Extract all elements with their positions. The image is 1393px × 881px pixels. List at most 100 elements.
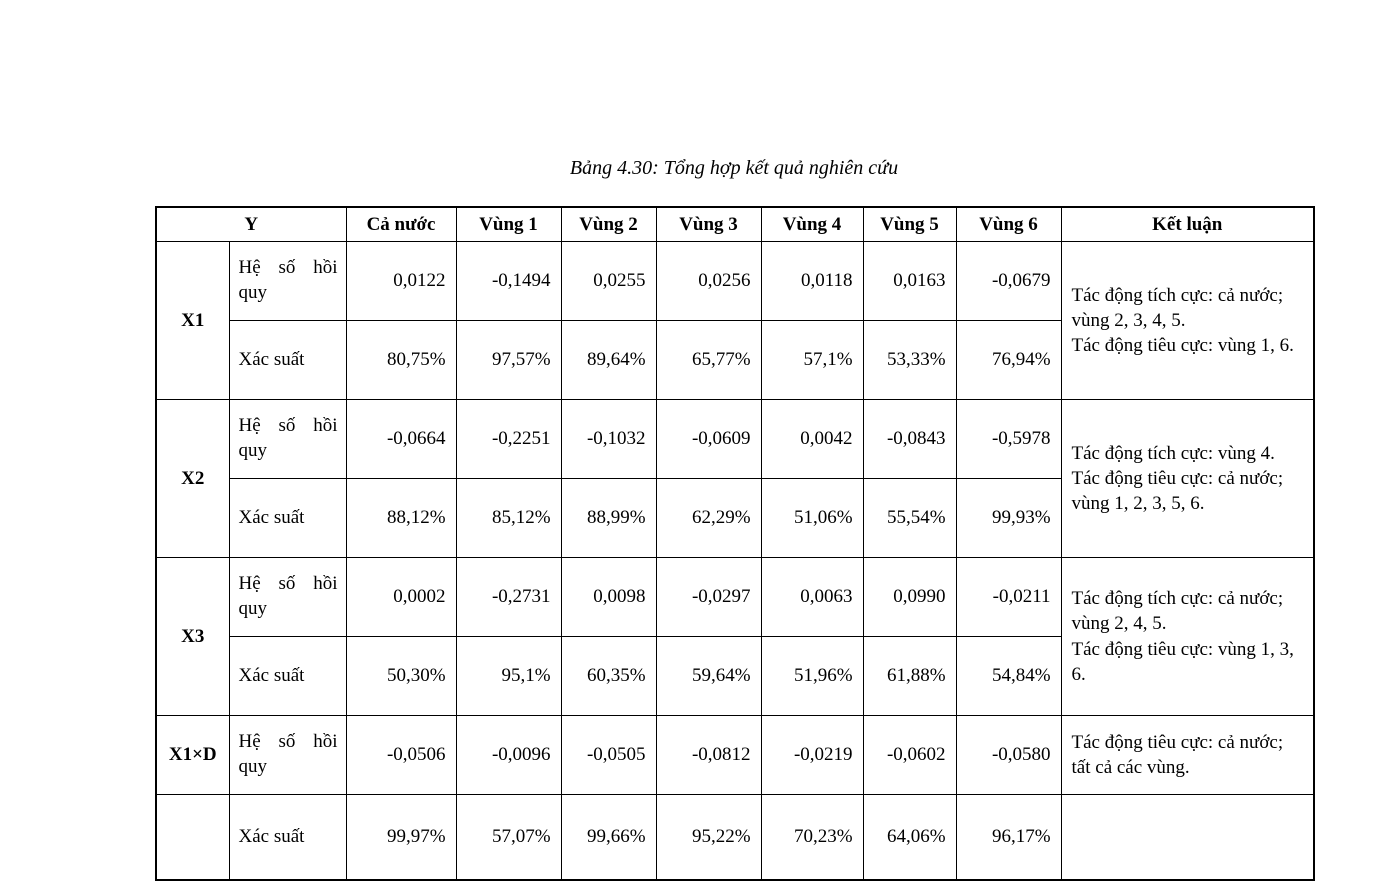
value-cell: 99,97% <box>345 794 457 881</box>
value-cell: -0,0211 <box>955 557 1062 637</box>
header-y: Y <box>155 206 347 242</box>
header-vung-5: Vùng 5 <box>862 206 957 242</box>
value-cell: 50,30% <box>345 636 457 716</box>
document-page: Bảng 4.30: Tổng hợp kết quả nghiên cứu Y… <box>155 155 1316 881</box>
value-cell: 65,77% <box>655 320 762 400</box>
value-cell: 95,22% <box>655 794 762 881</box>
conclusion-line: Tác động tiêu cực: vùng 1, 3, 6. <box>1071 638 1294 685</box>
value-cell: 57,07% <box>455 794 562 881</box>
value-cell: 70,23% <box>760 794 864 881</box>
header-vung-1: Vùng 1 <box>455 206 562 242</box>
value-cell: 95,1% <box>455 636 562 716</box>
value-cell: 54,84% <box>955 636 1062 716</box>
value-cell: 0,0002 <box>345 557 457 637</box>
value-cell: 80,75% <box>345 320 457 400</box>
header-ket-luan: Kết luận <box>1060 206 1315 242</box>
value-cell: -0,1494 <box>455 241 562 321</box>
header-vung-6: Vùng 6 <box>955 206 1062 242</box>
value-cell: 60,35% <box>560 636 657 716</box>
value-cell: 97,57% <box>455 320 562 400</box>
value-cell: 51,96% <box>760 636 864 716</box>
value-cell: 0,0063 <box>760 557 864 637</box>
conclusion-line: Tác động tích cực: cả nước; vùng 2, 4, 5… <box>1071 588 1284 635</box>
value-cell: 53,33% <box>862 320 957 400</box>
value-cell: 59,64% <box>655 636 762 716</box>
variable-label-x1: X1 <box>155 241 230 400</box>
value-cell: 55,54% <box>862 478 957 558</box>
variable-label-x2: X2 <box>155 399 230 558</box>
measure-label: Hệ số hồi quy <box>228 241 347 321</box>
value-cell: 88,99% <box>560 478 657 558</box>
value-cell: -0,2731 <box>455 557 562 637</box>
row-x1d-coefficient: X1×D Hệ số hồi quy -0,0506 -0,0096 -0,05… <box>155 715 1315 795</box>
table-caption: Bảng 4.30: Tổng hợp kết quả nghiên cứu <box>569 157 899 179</box>
row-x1d-probability: Xác suất 99,97% 57,07% 99,66% 95,22% 70,… <box>155 794 1315 881</box>
value-cell: -0,0506 <box>345 715 457 795</box>
value-cell: -0,0679 <box>955 241 1062 321</box>
value-cell: -0,0297 <box>655 557 762 637</box>
value-cell: 57,1% <box>760 320 864 400</box>
value-cell: -0,0664 <box>345 399 457 479</box>
conclusion-line: Tác động tiêu cực: cả nước; tất cả các v… <box>1071 731 1284 778</box>
value-cell: -0,0219 <box>760 715 864 795</box>
conclusion-cell-x2: Tác động tích cực: vùng 4. Tác động tiêu… <box>1060 399 1315 558</box>
results-table: Y Cả nước Vùng 1 Vùng 2 Vùng 3 Vùng 4 Vù… <box>155 206 1316 881</box>
value-cell: 0,0098 <box>560 557 657 637</box>
value-cell: 88,12% <box>345 478 457 558</box>
value-cell: -0,0609 <box>655 399 762 479</box>
conclusion-cell-empty <box>1060 794 1315 881</box>
conclusion-line: Tác động tiêu cực: vùng 1, 6. <box>1071 335 1294 357</box>
conclusion-line: Tác động tích cực: vùng 4. <box>1071 442 1275 464</box>
value-cell: -0,0602 <box>862 715 957 795</box>
variable-label-empty <box>155 794 230 881</box>
value-cell: 99,66% <box>560 794 657 881</box>
value-cell: 51,06% <box>760 478 864 558</box>
row-x1-probability: Xác suất 80,75% 97,57% 89,64% 65,77% 57,… <box>156 320 1314 400</box>
value-cell: -0,0096 <box>455 715 562 795</box>
row-x1-coefficient: X1 Hệ số hồi quy 0,0122 -0,1494 0,0255 0… <box>155 241 1315 400</box>
value-cell: 0,0118 <box>760 241 864 321</box>
measure-label: Hệ số hồi quy <box>228 399 347 479</box>
value-cell: 0,0256 <box>655 241 762 321</box>
header-vung-2: Vùng 2 <box>560 206 657 242</box>
value-cell: 0,0042 <box>760 399 864 479</box>
value-cell: -0,0580 <box>955 715 1062 795</box>
value-cell: 0,0255 <box>560 241 657 321</box>
conclusion-cell-x1d: Tác động tiêu cực: cả nước; tất cả các v… <box>1060 715 1315 795</box>
value-cell: 85,12% <box>455 478 562 558</box>
header-ca-nuoc: Cả nước <box>345 206 457 242</box>
variable-label-x1d: X1×D <box>155 715 230 795</box>
row-x2-coefficient: X2 Hệ số hồi quy -0,0664 -0,2251 -0,1032… <box>155 399 1315 558</box>
table-header-row: Y Cả nước Vùng 1 Vùng 2 Vùng 3 Vùng 4 Vù… <box>155 206 1315 242</box>
row-x3-probability: Xác suất 50,30% 95,1% 60,35% 59,64% 51,9… <box>156 636 1314 716</box>
measure-label: Xác suất <box>228 636 347 716</box>
header-vung-3: Vùng 3 <box>655 206 762 242</box>
value-cell: 99,93% <box>955 478 1062 558</box>
value-cell: 61,88% <box>862 636 957 716</box>
value-cell: 0,0122 <box>345 241 457 321</box>
variable-label-x3: X3 <box>155 557 230 716</box>
value-cell: -0,1032 <box>560 399 657 479</box>
row-x2-probability: Xác suất 88,12% 85,12% 88,99% 62,29% 51,… <box>156 478 1314 558</box>
value-cell: -0,0505 <box>560 715 657 795</box>
measure-label: Hệ số hồi quy <box>228 557 347 637</box>
measure-label: Xác suất <box>228 478 347 558</box>
measure-label: Xác suất <box>228 320 347 400</box>
value-cell: 0,0990 <box>862 557 957 637</box>
value-cell: 96,17% <box>955 794 1062 881</box>
conclusion-line: Tác động tích cực: cả nước; vùng 2, 3, 4… <box>1071 284 1284 331</box>
value-cell: -0,5978 <box>955 399 1062 479</box>
value-cell: -0,2251 <box>455 399 562 479</box>
value-cell: -0,0843 <box>862 399 957 479</box>
value-cell: 0,0163 <box>862 241 957 321</box>
value-cell: -0,0812 <box>655 715 762 795</box>
conclusion-cell-x3: Tác động tích cực: cả nước; vùng 2, 4, 5… <box>1060 557 1315 716</box>
measure-label: Hệ số hồi quy <box>228 715 347 795</box>
conclusion-line: Tác động tiêu cực: cả nước; vùng 1, 2, 3… <box>1071 467 1284 515</box>
value-cell: 62,29% <box>655 478 762 558</box>
conclusion-cell-x1: Tác động tích cực: cả nước; vùng 2, 3, 4… <box>1060 241 1315 400</box>
value-cell: 76,94% <box>955 320 1062 400</box>
row-x3-coefficient: X3 Hệ số hồi quy 0,0002 -0,2731 0,0098 -… <box>155 557 1315 716</box>
value-cell: 64,06% <box>862 794 957 881</box>
header-vung-4: Vùng 4 <box>760 206 864 242</box>
